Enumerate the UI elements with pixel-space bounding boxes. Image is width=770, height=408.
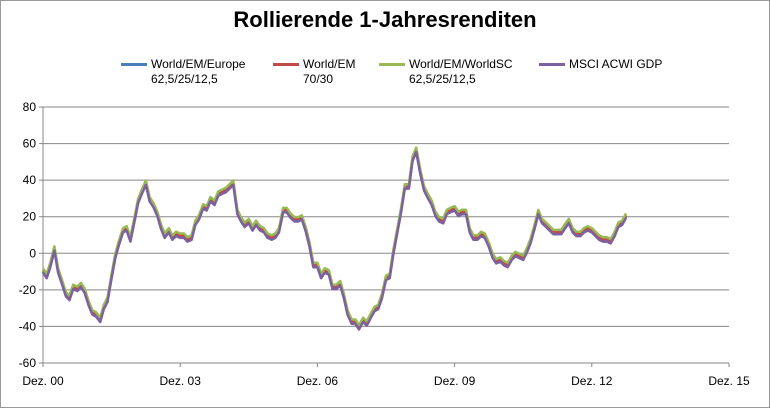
y-tick-label: 80 xyxy=(23,100,37,114)
y-tick-label: 0 xyxy=(29,246,36,260)
y-tick-label: 60 xyxy=(23,137,37,151)
chart-title: Rollierende 1-Jahresrenditen xyxy=(233,7,537,32)
legend-label-world-em: World/EM xyxy=(303,57,356,71)
legend-label-msci-acwi-gdp: MSCI ACWI GDP xyxy=(569,57,663,71)
legend: World/EM/Europe 62,5/25/12,5 World/EM 70… xyxy=(1,57,769,97)
y-tick-label: -40 xyxy=(19,319,37,333)
series-line-world-em-worldsc xyxy=(41,146,628,327)
legend-label-world-em-europe: World/EM/Europe xyxy=(151,57,246,71)
legend-swatch-world-em xyxy=(273,63,299,66)
y-tick-label: -20 xyxy=(19,283,37,297)
y-tick-label: -60 xyxy=(19,356,37,370)
legend-sublabel-world-em-europe: 62,5/25/12,5 xyxy=(151,72,218,86)
x-tick-label: Dez. 03 xyxy=(160,374,202,388)
gridlines xyxy=(43,106,729,364)
series-lines xyxy=(41,146,628,331)
tick-labels: 80 60 40 20 0 -20 -40 -60 Dez. 00 Dez. 03 Dez. 06 D… xyxy=(19,100,750,388)
legend-swatch-msci-acwi-gdp xyxy=(539,63,565,66)
legend-sublabel-world-em: 70/30 xyxy=(303,72,334,86)
series-line-msci-acwi-gdp xyxy=(41,150,628,331)
x-tick-label: Dez. 06 xyxy=(297,374,339,388)
legend-swatch-world-em-europe xyxy=(121,63,147,66)
x-tick-label: Dez. 12 xyxy=(571,374,613,388)
legend-swatch-world-em-worldsc xyxy=(379,63,405,66)
x-tick-label: Dez. 15 xyxy=(708,374,750,388)
legend-label-world-em-worldsc: World/EM/WorldSC xyxy=(409,57,513,71)
y-tick-label: 20 xyxy=(23,210,37,224)
x-tick-label: Dez. 09 xyxy=(434,374,476,388)
axes xyxy=(39,106,730,367)
y-tick-label: 40 xyxy=(23,173,37,187)
legend-sublabel-world-em-worldsc: 62,5/25/12,5 xyxy=(409,72,476,86)
x-tick-label: Dez. 00 xyxy=(22,374,64,388)
